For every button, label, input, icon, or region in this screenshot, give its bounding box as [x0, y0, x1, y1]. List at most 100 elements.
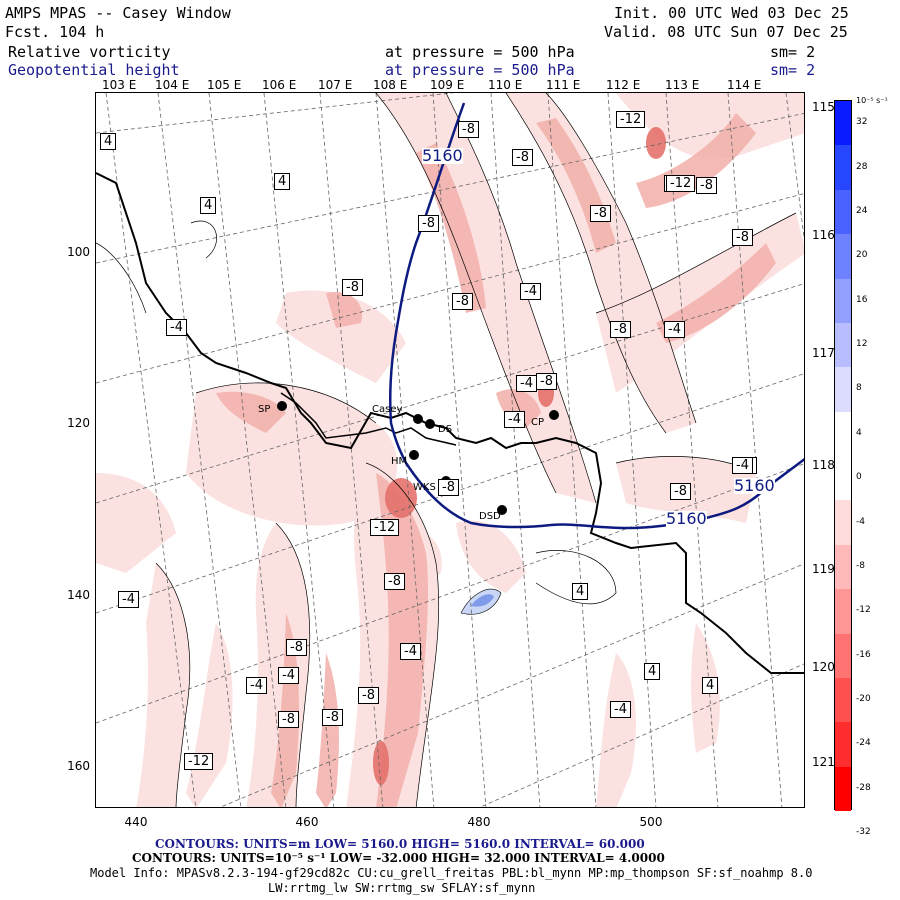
- colorbar-tick-label: -8: [856, 560, 865, 571]
- vorticity-contour-label: -8: [452, 293, 473, 310]
- field2-level: at pressure = 500 hPa: [385, 61, 575, 79]
- valid-time: Valid. 08 UTC Sun 07 Dec 25: [604, 23, 848, 41]
- vorticity-contour-label: -8: [732, 229, 753, 246]
- vorticity-contour-label: -4: [166, 319, 187, 336]
- field1-name: Relative vorticity: [8, 43, 171, 61]
- colorbar-tick-label: -24: [856, 738, 871, 749]
- colorbar-tick-label: 16: [856, 294, 868, 305]
- lon-label: 103 E: [102, 78, 137, 92]
- vorticity-contour-label: 4: [274, 173, 291, 190]
- grid-y-label: 100: [67, 245, 90, 259]
- grid-y-label: 140: [67, 588, 90, 602]
- grid-y-label: 120: [67, 416, 90, 430]
- colorbar-tick-label: -28: [856, 782, 871, 793]
- vorticity-shading: [96, 93, 804, 807]
- colorbar-segment: [835, 589, 851, 634]
- grid-x-label: 460: [295, 815, 319, 829]
- colorbar-tick-label: 0: [856, 472, 862, 483]
- vorticity-contour-label: 4: [100, 133, 117, 150]
- vorticity-contour-label: -8: [696, 177, 717, 194]
- colorbar-segment: [835, 766, 851, 811]
- vorticity-contour-label: -8: [384, 573, 405, 590]
- colorbar-tick-label: -4: [856, 516, 865, 527]
- vorticity-contour-label: -12: [666, 175, 696, 192]
- coastline-ice: [280, 392, 457, 446]
- coastline: [96, 172, 804, 674]
- vorticity-contour-label: -8: [438, 479, 459, 496]
- colorbar-unit: 10⁻⁵ s⁻¹: [856, 96, 888, 105]
- colorbar-segment: [835, 456, 851, 501]
- footer-vorticity-contours: CONTOURS: UNITS=10⁻⁵ s⁻¹ LOW= -32.000 HI…: [132, 851, 665, 865]
- colorbar-segment: [835, 278, 851, 323]
- lon-label: 107 E: [318, 78, 353, 92]
- colorbar: [834, 100, 852, 811]
- lon-label: 104 E: [155, 78, 190, 92]
- footer-height-contours: CONTOURS: UNITS=m LOW= 5160.0 HIGH= 5160…: [155, 837, 645, 851]
- plot-title: AMPS MPAS -- Casey Window: [5, 4, 231, 22]
- vorticity-contour-label: -4: [516, 375, 537, 392]
- colorbar-tick-label: 24: [856, 205, 868, 216]
- grid-y-label: 160: [67, 759, 90, 773]
- field1-smoothing: sm= 2: [770, 43, 816, 61]
- lon-label: 106 E: [262, 78, 297, 92]
- height-label: 5160: [666, 509, 707, 528]
- vorticity-contour-label: -4: [504, 411, 525, 428]
- colorbar-tick-label: -20: [856, 694, 871, 705]
- grid-x-label: 480: [467, 815, 491, 829]
- colorbar-segment: [835, 544, 851, 590]
- vorticity-contour-label: -4: [664, 321, 685, 338]
- vorticity-contour-label: -12: [616, 111, 646, 128]
- colorbar-tick-label: 20: [856, 250, 868, 261]
- colorbar-tick-label: 8: [856, 383, 862, 394]
- vorticity-contour-label: -8: [278, 711, 299, 728]
- lon-label: 109 E: [430, 78, 465, 92]
- vorticity-contour-label: 4: [702, 677, 719, 694]
- field2-name: Geopotential height: [8, 61, 180, 79]
- vorticity-contour-label: -8: [670, 483, 691, 500]
- lon-label: 114 E: [727, 78, 762, 92]
- map-canvas: [96, 93, 804, 807]
- lon-label: 111 E: [546, 78, 581, 92]
- grid-x-label: 500: [639, 815, 663, 829]
- positive-vorticity: [460, 588, 502, 615]
- colorbar-tick-label: 12: [856, 339, 868, 350]
- colorbar-segment: [835, 500, 851, 545]
- vorticity-contour-label: 4: [200, 197, 217, 214]
- field2-smoothing: sm= 2: [770, 61, 816, 79]
- field1-level: at pressure = 500 hPa: [385, 43, 575, 61]
- colorbar-segment: [835, 234, 851, 279]
- vorticity-contour-label: -4: [118, 591, 139, 608]
- station-label-cp: CP: [531, 417, 545, 428]
- colorbar-tick-label: -32: [856, 827, 871, 838]
- lon-label: 105 E: [207, 78, 242, 92]
- vorticity-contour-label: -8: [286, 639, 307, 656]
- footer-physics: LW:rrtmg_lw SW:rrtmg_sw SFLAY:sf_mynn: [268, 881, 536, 895]
- vorticity-contour-label: -8: [590, 205, 611, 222]
- colorbar-segment: [835, 411, 851, 456]
- vorticity-contour-label: -4: [520, 283, 541, 300]
- station-label-casey: Casey: [372, 404, 403, 415]
- vorticity-contour-label: -4: [400, 643, 421, 660]
- colorbar-tick-label: 4: [856, 427, 862, 438]
- vorticity-contour-label: -12: [184, 753, 214, 770]
- lon-label: 112 E: [606, 78, 641, 92]
- station-label-sp: SP: [258, 404, 271, 415]
- vorticity-contour-label: -4: [610, 701, 631, 718]
- init-time: Init. 00 UTC Wed 03 Dec 25: [614, 4, 849, 22]
- vorticity-contour-label: 4: [572, 583, 589, 600]
- colorbar-segment: [835, 722, 851, 767]
- vorticity-contours: [96, 93, 797, 807]
- vorticity-contour-label: -4: [246, 677, 267, 694]
- colorbar-tick-label: -12: [856, 605, 871, 616]
- colorbar-segment: [835, 145, 851, 190]
- lon-label: 113 E: [665, 78, 700, 92]
- station-label-hm: HM: [391, 456, 408, 467]
- station-label-wks: WKS: [413, 482, 436, 493]
- vorticity-contour-label: -8: [458, 121, 479, 138]
- forecast-hour: Fcst. 104 h: [5, 23, 105, 41]
- vorticity-contour-label: -8: [536, 373, 557, 390]
- colorbar-tick-label: 28: [856, 161, 868, 172]
- vorticity-contour-label: -12: [370, 519, 400, 536]
- vorticity-contour-label: -8: [512, 149, 533, 166]
- colorbar-segment: [835, 322, 851, 368]
